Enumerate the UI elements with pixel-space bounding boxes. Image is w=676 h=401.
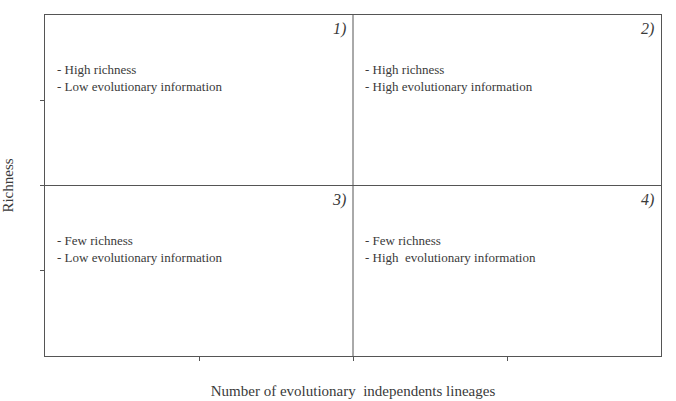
svg-text:Number of evolutionary indepe: Number of evolutionary independents line…	[211, 383, 496, 399]
svg-text:4): 4)	[641, 191, 654, 209]
svg-text:Richness: Richness	[0, 158, 16, 212]
svg-text:- High richness- Low evolution: - High richness- Low evolutionary inform…	[57, 62, 222, 94]
svg-text:2): 2)	[641, 20, 654, 38]
svg-text:1): 1)	[333, 20, 346, 38]
svg-text:3): 3)	[332, 191, 346, 209]
svg-text:- High richness- High evolutio: - High richness- High evolutionary infor…	[365, 62, 533, 94]
svg-text:- Few richness- High evolutio: - Few richness- High evolutionary inform…	[365, 233, 536, 265]
svg-text:- Few richness- Low evolutiona: - Few richness- Low evolutionary informa…	[57, 233, 222, 265]
